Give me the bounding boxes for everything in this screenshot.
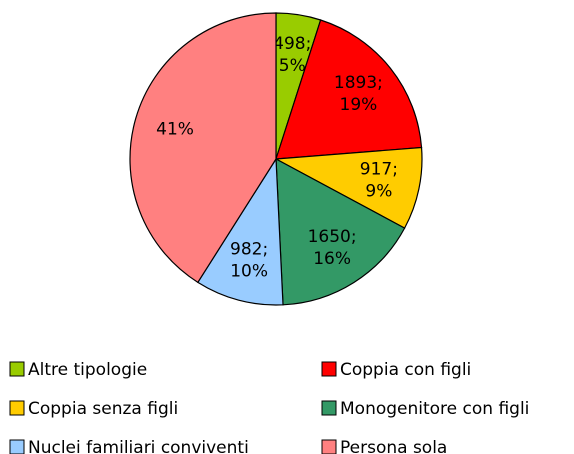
data-label: 5% (279, 56, 306, 76)
pie-slice (273, 146, 423, 229)
legend-label: Nuclei familiari conviventi (28, 438, 249, 454)
data-label: 1893; (334, 73, 383, 93)
legend-label: Persona sola (340, 438, 447, 454)
data-label: 41% (156, 120, 194, 140)
data-label: 1650; (308, 227, 357, 247)
legend-swatch (9, 439, 25, 454)
data-label: 9% (365, 182, 392, 202)
legend-swatch (9, 361, 25, 377)
legend-label: Coppia con figli (340, 360, 471, 380)
pie-slice (129, 12, 277, 284)
legend-swatch (321, 400, 337, 416)
pie-slice (275, 19, 423, 160)
pie-slice (275, 157, 406, 306)
legend-label: Coppia senza figli (28, 399, 178, 419)
legend-swatch (9, 400, 25, 416)
legend-swatch (321, 439, 337, 454)
legend-label: Monogenitore con figli (340, 399, 529, 419)
data-label: 10% (230, 262, 268, 282)
legend-swatch (321, 361, 337, 377)
data-label: 982; (230, 240, 268, 260)
legend-label: Altre tipologie (28, 360, 147, 380)
data-label: 917; (360, 160, 398, 180)
data-label: 19% (340, 95, 378, 115)
data-label: 16% (313, 249, 351, 269)
data-label: 498; (273, 34, 311, 54)
pie-slice (197, 157, 284, 306)
